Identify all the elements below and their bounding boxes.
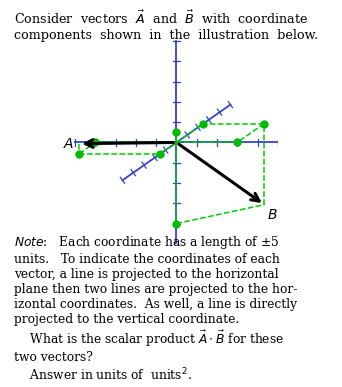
Text: $\mathit{Note}$:   Each coordinate has a length of $\pm$5
units.   To indicate t: $\mathit{Note}$: Each coordinate has a l… [14,234,297,384]
Text: $A$: $A$ [63,137,74,151]
Text: Consider  vectors  $\vec{A}$  and  $\vec{B}$  with  coordinate
components  shown: Consider vectors $\vec{A}$ and $\vec{B}$… [14,10,318,42]
Text: $B$: $B$ [267,208,278,222]
